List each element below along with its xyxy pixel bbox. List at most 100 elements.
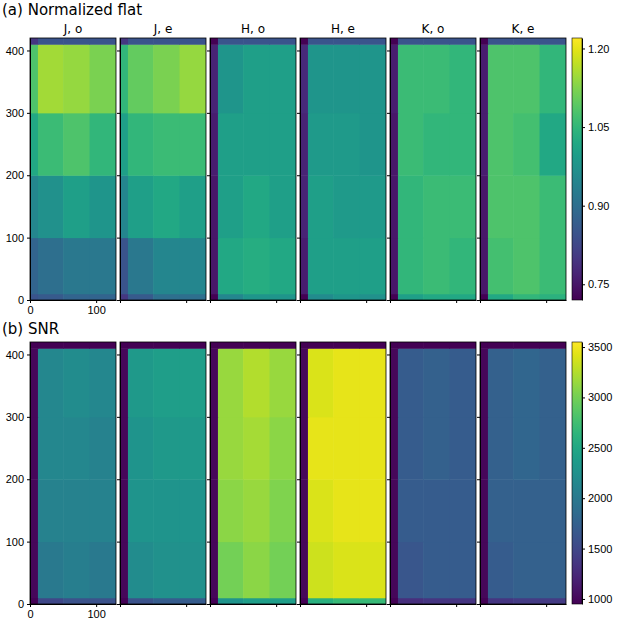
heatmap-cells [30,38,116,300]
tick [477,175,480,176]
heatmap-cell [128,479,154,542]
heatmap-cell [38,294,64,300]
tick-label: 0 [27,608,33,620]
heatmap-cell [513,542,540,599]
heatmap-cell [210,44,218,113]
heatmap-cell [90,175,116,238]
axis-line [30,39,31,301]
heatmap-cell [390,542,398,599]
x-axis [391,604,477,607]
tick [117,300,120,301]
tick-label: 300 [6,107,24,119]
y-axis [297,39,301,301]
x-axis [481,300,567,303]
heatmap-cell [210,175,218,238]
heatmap-cell [540,294,566,300]
panel-frame [300,342,386,604]
panel-title: H, e [331,22,355,36]
heatmap-cell [63,348,90,417]
figure: (a) Normalized flatJ, o01000100200300400… [0,0,627,635]
axis-line [582,343,583,605]
tick-label: 200 [6,473,24,485]
heatmap-cell [218,342,244,349]
heatmap-cell [90,294,116,300]
tick-mark [207,542,210,543]
tick-mark [96,604,97,607]
heatmap-cell [120,479,128,542]
heatmap-cell [300,38,308,45]
heatmap-cell [450,238,476,295]
tick [297,417,300,418]
heatmap-cell [63,417,90,480]
heatmap-cell [153,542,180,599]
tick-mark [582,599,585,600]
heatmap-cell [218,44,244,113]
heatmap-cell [540,38,566,45]
axis-line [301,604,387,605]
heatmap-cell [488,348,514,417]
tick-mark [27,604,30,605]
heatmap-cell [153,598,180,604]
tick [297,542,300,543]
heatmap-cell [120,38,128,45]
tick-mark [186,604,187,607]
tick [207,417,210,418]
heatmap-cell [90,38,116,45]
heatmap-cell [423,238,450,295]
heatmap-cell [398,479,424,542]
heatmap-cell [390,294,398,300]
heatmap-cell [480,542,488,599]
tick: 1.20 [582,43,609,55]
heatmap-cell [30,44,38,113]
x-axis [211,604,297,607]
heatmap-cell [30,542,38,599]
heatmap-cell [513,598,540,604]
heatmap-cell [38,348,64,417]
panel-title: H, o [241,22,265,36]
heatmap-cell [120,598,128,604]
heatmap-cell [210,38,218,45]
tick [117,238,120,239]
heatmap-cell [450,542,476,599]
heatmap-cell [128,38,154,45]
axis-line [481,300,567,301]
heatmap-cell [153,342,180,349]
heatmap-cell [180,294,206,300]
y-axis: 0100200300400 [6,343,31,611]
heatmap-cell [540,417,566,480]
axis-line [121,604,207,605]
tick-mark [276,300,277,303]
heatmap-cell [270,542,296,599]
chart-title: (a) Normalized flat [2,1,142,19]
heatmap-cell [243,479,270,542]
tick-label: 3000 [588,391,612,403]
y-axis [117,39,121,301]
axis-line [582,39,583,301]
x-axis [391,300,477,303]
heatmap-cell [63,238,90,295]
tick [276,300,277,303]
axis-line [31,300,117,301]
tick-mark [366,604,367,607]
tick-mark [366,300,367,303]
heatmap-cell [153,175,180,238]
tick [366,300,367,303]
heatmap-cells [300,342,386,604]
heatmap-cell [333,417,360,480]
heatmap-cell [38,479,64,542]
heatmap-cell [128,175,154,238]
tick [387,175,390,176]
heatmap-cell [243,542,270,599]
panel-frame [30,342,116,604]
tick: 100 [6,232,30,244]
heatmap-cell [423,542,450,599]
axis-line [120,343,121,605]
heatmap-cell [120,238,128,295]
tick-mark [117,417,120,418]
tick [297,354,300,355]
heatmap-cell [180,175,206,238]
tick-mark [27,542,30,543]
tick [387,542,390,543]
heatmap-cell [480,294,488,300]
tick-mark [297,175,300,176]
